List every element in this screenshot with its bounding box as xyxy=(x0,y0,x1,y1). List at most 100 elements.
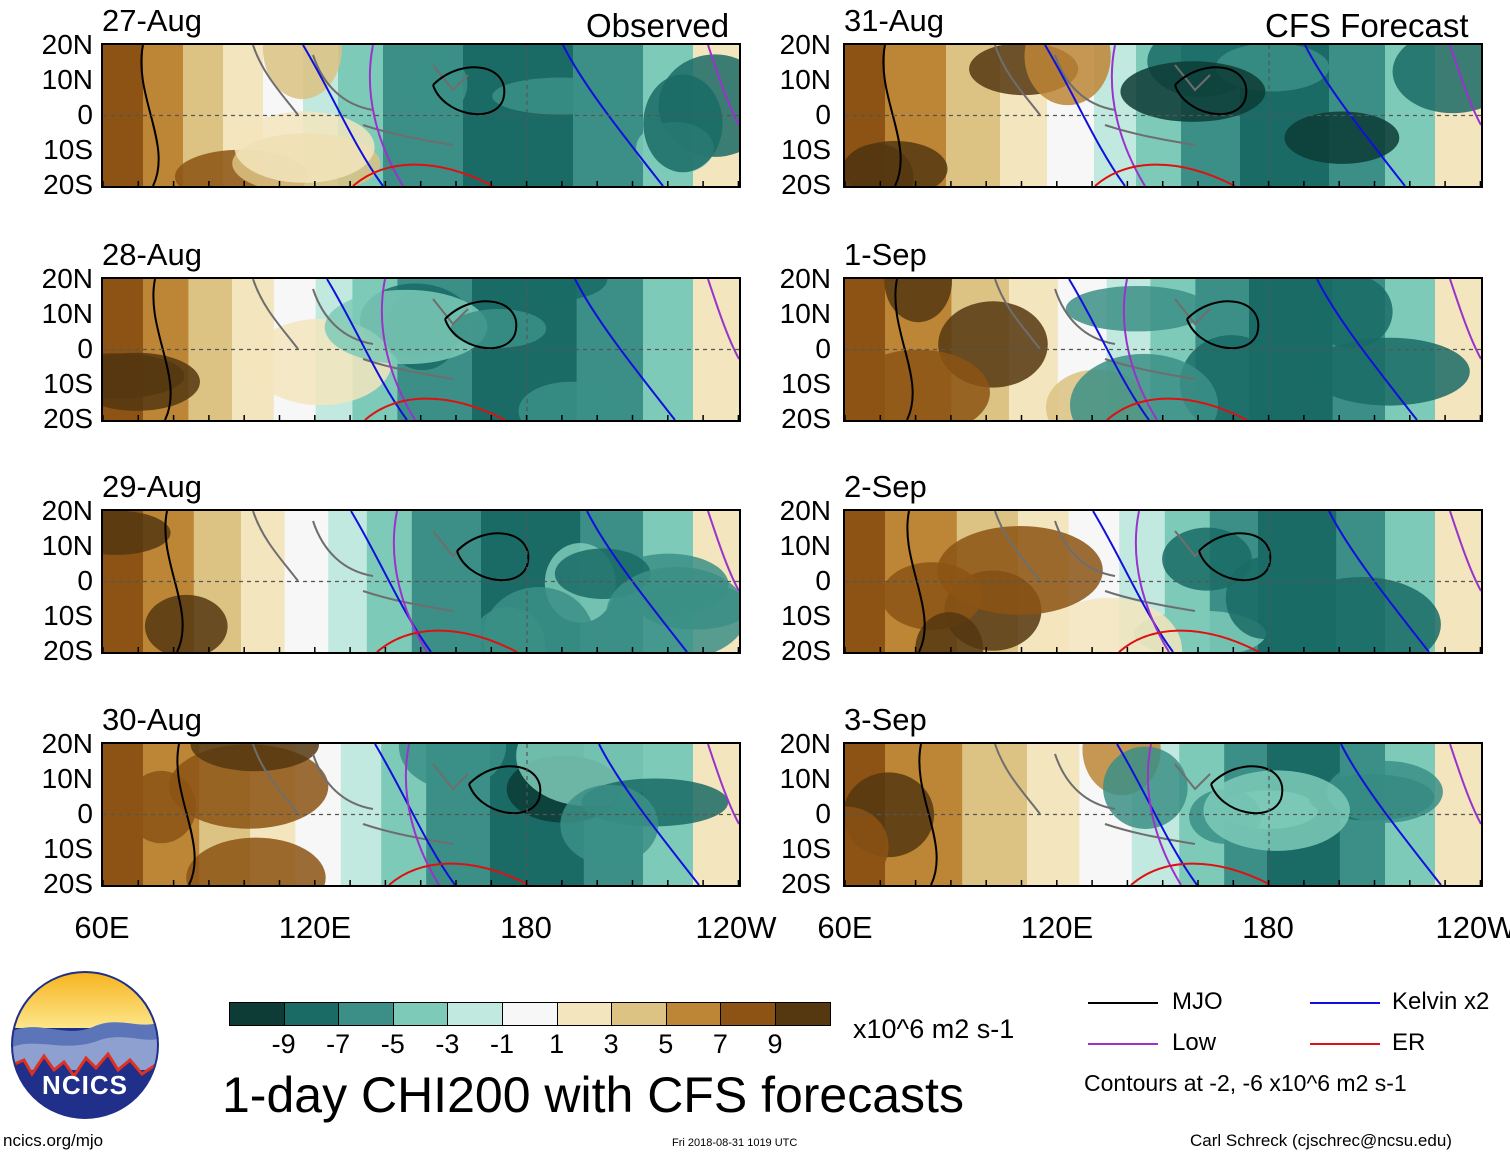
lat-label: 0 xyxy=(77,798,93,829)
colorbar-swatch xyxy=(502,1002,558,1026)
contour-line xyxy=(1044,45,1126,186)
contour-line xyxy=(302,45,384,186)
contour-line xyxy=(392,511,428,652)
coastline xyxy=(994,279,1211,380)
lat-label: 10N xyxy=(779,763,831,794)
forecast-header: CFS Forecast xyxy=(1265,7,1469,44)
contour-line xyxy=(352,163,494,186)
footer-credit: Carl Schreck (cjschrec@ncsu.edu) xyxy=(1190,1131,1452,1150)
colorbar-swatch xyxy=(665,1002,722,1026)
anomaly-band xyxy=(962,744,1029,885)
map-panel xyxy=(101,509,741,654)
lat-label: 20S xyxy=(43,403,93,434)
lat-label: 0 xyxy=(77,333,93,364)
anomaly-blob xyxy=(190,744,320,772)
anomaly-blob xyxy=(404,52,468,116)
contour-line xyxy=(707,45,739,126)
anomaly-blob xyxy=(1120,61,1266,122)
contour-line xyxy=(1449,279,1481,360)
lat-label: 0 xyxy=(815,798,831,829)
contour-line xyxy=(140,45,160,186)
contour-line xyxy=(364,397,506,420)
anomaly-blob xyxy=(638,583,739,630)
lat-label: 10N xyxy=(779,64,831,95)
contour-line xyxy=(1174,66,1248,116)
anomaly-blob xyxy=(1225,556,1303,639)
map-panel xyxy=(101,742,741,887)
lat-label: 20N xyxy=(779,29,831,60)
lat-label: 0 xyxy=(77,99,93,130)
panel-date-label: 1-Sep xyxy=(844,237,927,272)
contour-line xyxy=(1304,45,1406,186)
coastline xyxy=(994,511,1211,612)
lat-label: 10S xyxy=(43,368,93,399)
lat-label: 20S xyxy=(43,868,93,899)
anomaly-blob xyxy=(492,77,630,115)
contour-line xyxy=(894,279,914,420)
contour-line xyxy=(388,862,530,885)
anomaly-blob xyxy=(884,279,952,323)
anomaly-field xyxy=(103,45,739,186)
lat-label: 10S xyxy=(781,368,831,399)
lat-label: 10N xyxy=(41,763,93,794)
anomaly-band xyxy=(188,279,234,420)
colorbar-tick-label: -7 xyxy=(326,1029,351,1059)
lat-label: 20S xyxy=(43,635,93,666)
contour-line xyxy=(598,744,700,885)
colorbar-swatch xyxy=(556,1002,613,1026)
anomaly-blob xyxy=(1065,285,1209,332)
coastline xyxy=(994,744,1211,845)
contour-line xyxy=(562,45,664,186)
colorbar-swatch xyxy=(447,1002,503,1026)
lat-label: 20S xyxy=(781,403,831,434)
coastline xyxy=(252,45,469,146)
lat-label: 20N xyxy=(41,263,93,294)
anomaly-blob xyxy=(1103,746,1188,829)
anomaly-blob xyxy=(262,45,342,100)
colorbar-tick-label: -3 xyxy=(435,1029,460,1059)
panel-date-label: 29-Aug xyxy=(102,469,202,504)
anomaly-blob xyxy=(126,770,197,844)
colorbar-tick-label: -9 xyxy=(271,1029,296,1059)
lon-label: 120W xyxy=(1435,910,1510,945)
contour-line xyxy=(707,511,739,592)
contour-line xyxy=(1122,279,1158,420)
lat-label: 0 xyxy=(815,565,831,596)
anomaly-band xyxy=(643,279,695,420)
anomaly-field xyxy=(103,279,739,420)
lat-label: 10N xyxy=(779,298,831,329)
contour-line xyxy=(586,511,688,652)
contour-line xyxy=(1130,862,1272,885)
contour-line xyxy=(707,279,739,360)
anomaly-blob xyxy=(505,279,608,301)
lon-label: 120E xyxy=(1020,910,1094,945)
contour-line xyxy=(1106,397,1248,420)
panel-date-label: 27-Aug xyxy=(102,3,202,38)
anomaly-blob xyxy=(144,594,228,652)
lon-label: 120W xyxy=(695,910,777,945)
colorbar-swatch xyxy=(720,1002,776,1026)
contour-line xyxy=(1340,744,1442,885)
contour-line xyxy=(1316,279,1418,420)
anomaly-blob xyxy=(846,349,990,420)
contour-line xyxy=(906,511,926,652)
contour-line xyxy=(432,66,506,116)
anomaly-blob xyxy=(186,837,326,885)
page-title: 1-day CHI200 with CFS forecasts xyxy=(222,1067,964,1123)
ncics-logo-graphic xyxy=(11,971,159,1119)
map-panel xyxy=(843,742,1483,887)
lat-label: 10N xyxy=(779,530,831,561)
contour-line xyxy=(1328,511,1430,652)
lat-label: 10N xyxy=(41,64,93,95)
anomaly-blob xyxy=(845,143,914,186)
lat-label: 20N xyxy=(41,728,93,759)
coastline xyxy=(252,279,469,380)
lat-label: 20S xyxy=(781,635,831,666)
panel-date-label: 28-Aug xyxy=(102,237,202,272)
lat-label: 0 xyxy=(77,565,93,596)
coastline xyxy=(252,744,469,845)
lat-label: 0 xyxy=(815,333,831,364)
colorbar-tick-label: -5 xyxy=(380,1029,405,1059)
anomaly-field xyxy=(845,45,1481,186)
colorbar-units: x10^6 m2 s-1 xyxy=(853,1014,1015,1044)
